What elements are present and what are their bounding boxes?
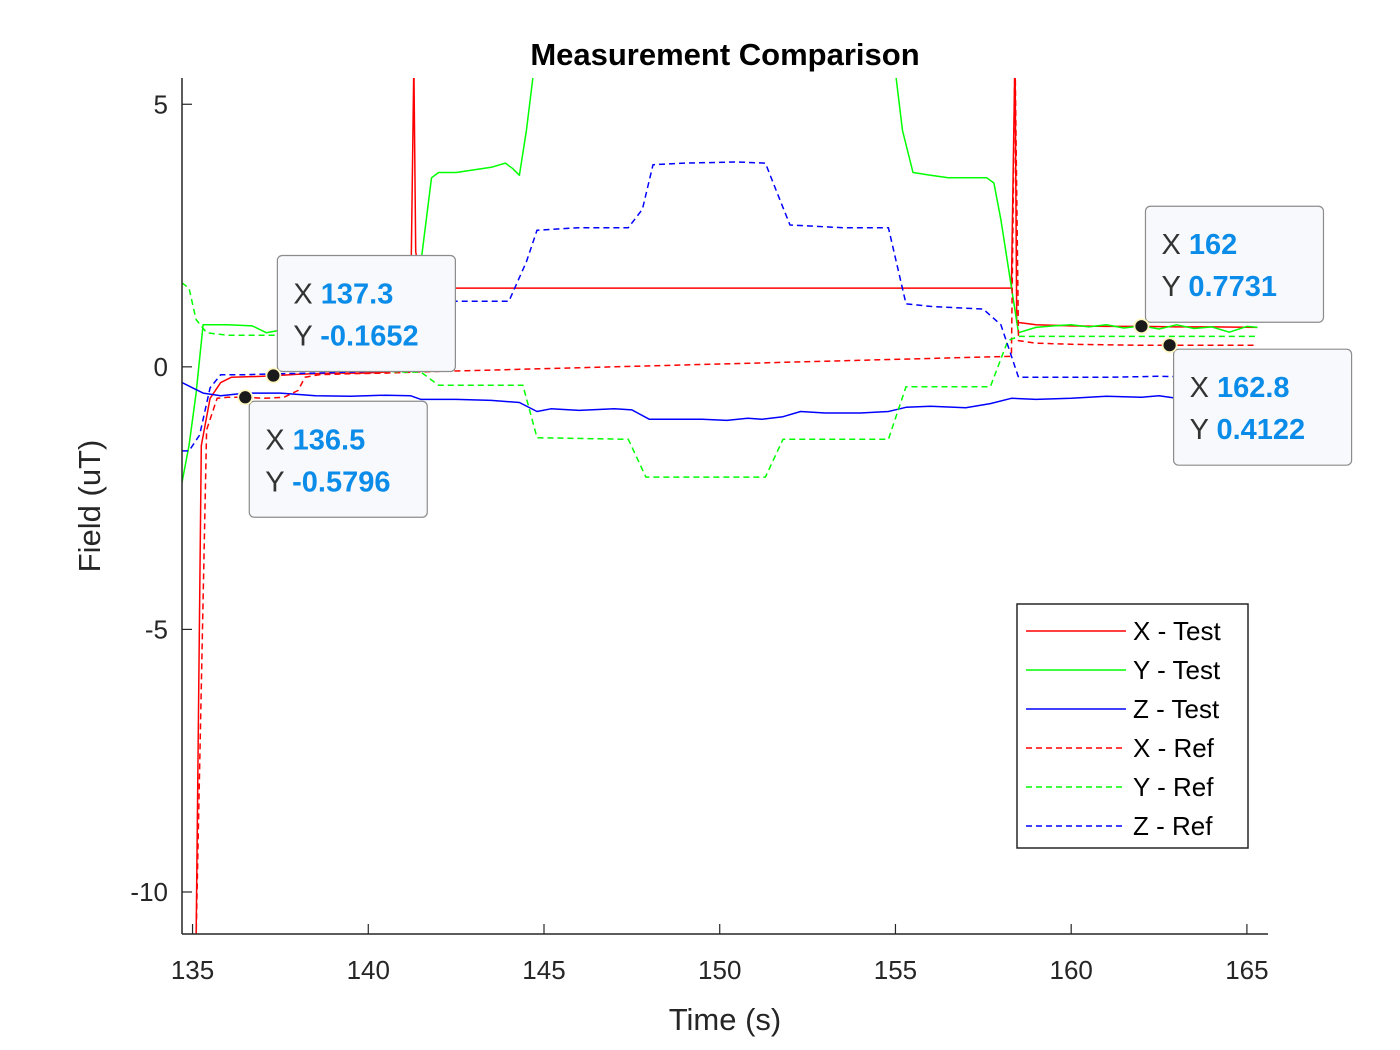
datatip-y-value: 0.7731 (1188, 271, 1277, 303)
datatip-x-value: 162 (1189, 229, 1237, 261)
datatip-y-row: Y 0.7731 (1161, 271, 1277, 303)
series-line-z-test (182, 381, 1258, 422)
series-line-y-ref (182, 282, 1258, 478)
x-tick-label: 135 (171, 955, 214, 985)
datatip-x-row: X 162 (1161, 229, 1237, 261)
datatip-y-row: Y 0.4122 (1190, 414, 1306, 446)
datatip-marker[interactable] (1161, 337, 1178, 354)
legend-label: Z - Ref (1133, 811, 1213, 841)
legend-item-y-test[interactable]: Y - Test (1026, 655, 1221, 685)
legend-item-x-ref[interactable]: X - Ref (1026, 733, 1215, 763)
datatip-marker[interactable] (237, 389, 254, 406)
x-tick-label: 150 (698, 955, 741, 985)
datatip-x-value: 162.8 (1217, 372, 1290, 404)
datatip-x-row: X 137.3 (293, 279, 393, 311)
axes (181, 78, 1268, 935)
datatip-y-key: Y (1190, 414, 1217, 446)
x-tick-label: 160 (1049, 955, 1092, 985)
datatip[interactable]: X 136.5Y -0.5796 (237, 389, 428, 518)
datatip-box (248, 400, 428, 518)
ticks: 135 140 145 150 155 160 165 5 0 -5 -10 (130, 89, 1268, 985)
legend-label: X - Test (1133, 616, 1221, 646)
datatip-x-row: X 136.5 (265, 424, 365, 456)
legend-item-z-ref[interactable]: Z - Ref (1026, 811, 1213, 841)
datatip-box (1144, 205, 1325, 323)
legend-label: Y - Ref (1133, 772, 1214, 802)
datatip-marker[interactable] (1133, 318, 1150, 335)
datatip-x-row: X 162.8 (1190, 372, 1290, 404)
datatip-x-key: X (1161, 229, 1188, 261)
datatip-y-row: Y -0.5796 (265, 466, 390, 498)
datatip-y-key: Y (293, 321, 320, 353)
datatip-y-value: -0.1652 (320, 321, 418, 353)
legend-label: Z - Test (1133, 694, 1220, 724)
legend-item-x-test[interactable]: X - Test (1026, 616, 1221, 646)
y-tick-label: 5 (154, 89, 168, 119)
x-tick-label: 145 (522, 955, 565, 985)
legend[interactable]: X - Test Y - Test Z - Test X - Ref Y - Ref Z … (1016, 603, 1249, 849)
y-axis-label: Field (uT) (72, 440, 107, 573)
chart-title: Measurement Comparison (530, 37, 919, 72)
legend-label: X - Ref (1133, 733, 1215, 763)
datatip-y-key: Y (1161, 271, 1188, 303)
legend-label: Y - Test (1133, 655, 1221, 685)
datatip-x-key: X (1190, 372, 1217, 404)
x-tick-label: 140 (347, 955, 390, 985)
datatip-box (1172, 348, 1353, 466)
x-tick-label: 155 (874, 955, 917, 985)
datatip-x-value: 137.3 (321, 279, 394, 311)
x-tick-label: 165 (1225, 955, 1268, 985)
datatip-y-key: Y (265, 466, 292, 498)
legend-item-y-ref[interactable]: Y - Ref (1026, 772, 1214, 802)
datatip-x-value: 136.5 (293, 424, 366, 456)
datatip-y-row: Y -0.1652 (293, 321, 418, 353)
legend-item-z-test[interactable]: Z - Test (1026, 694, 1220, 724)
y-tick-label: -5 (145, 614, 168, 644)
y-tick-label: 0 (154, 352, 168, 382)
datatip[interactable]: X 137.3Y -0.1652 (265, 254, 456, 384)
datatip[interactable]: X 162.8Y 0.4122 (1161, 337, 1353, 466)
y-tick-label: -10 (130, 877, 168, 907)
datatip-marker[interactable] (265, 367, 282, 384)
legend-box (1016, 603, 1249, 849)
x-axis-label: Time (s) (669, 1002, 782, 1037)
datatip-y-value: 0.4122 (1216, 414, 1305, 446)
datatip-x-key: X (293, 279, 320, 311)
datatip-y-value: -0.5796 (292, 466, 390, 498)
datatip-x-key: X (265, 424, 292, 456)
datatip-box (276, 254, 456, 373)
